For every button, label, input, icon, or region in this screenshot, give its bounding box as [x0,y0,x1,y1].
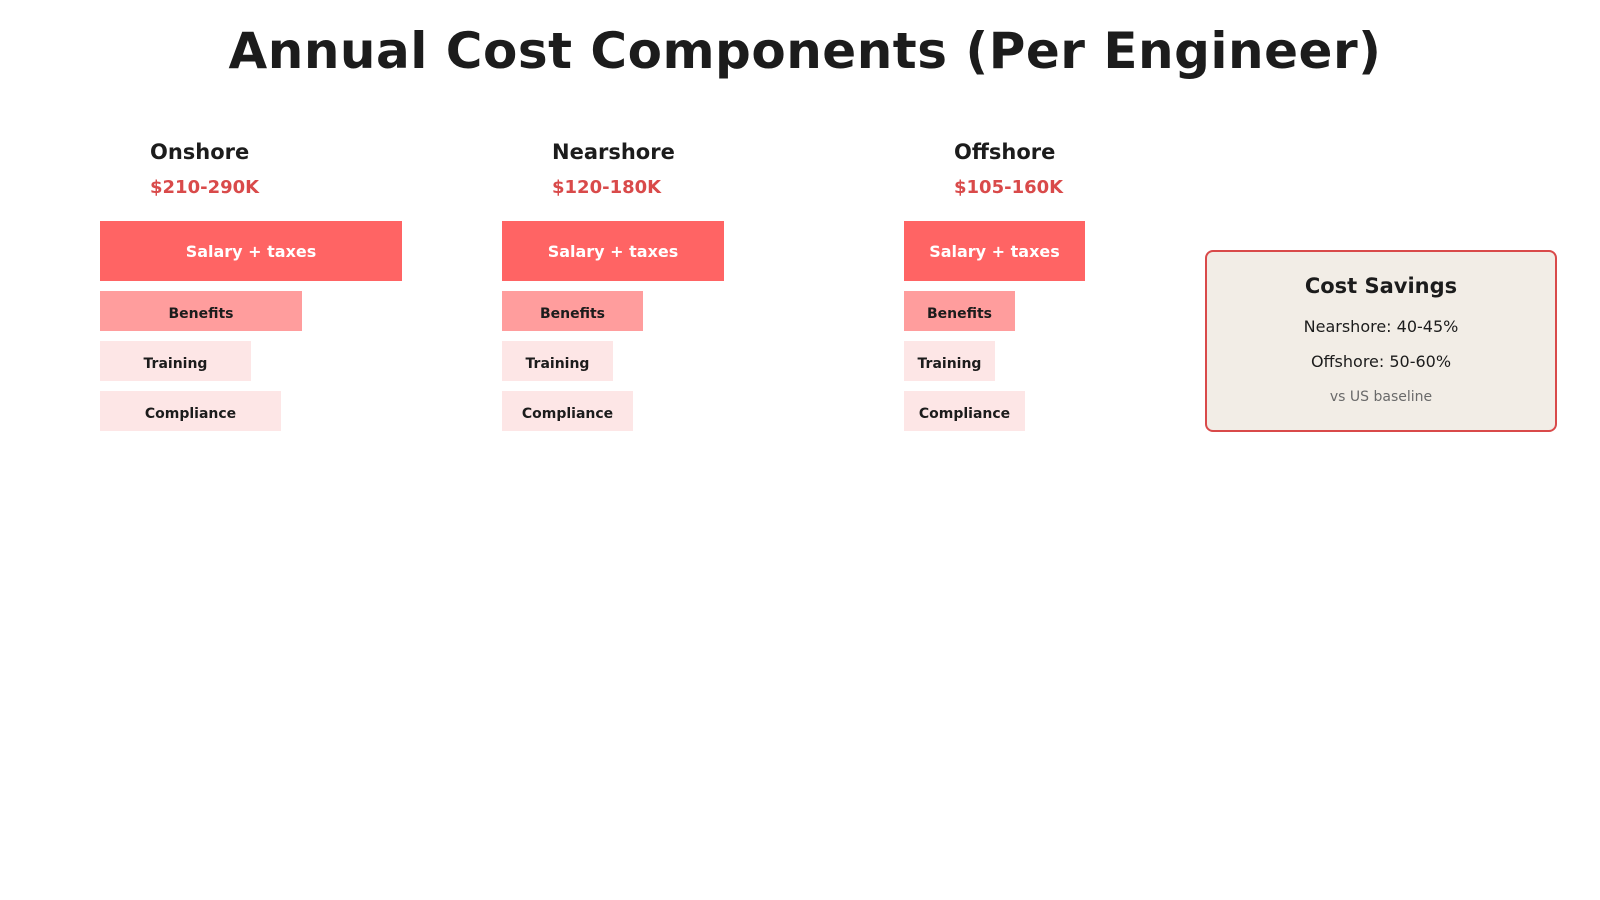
benefits-bar: Benefits [502,291,643,331]
cost-savings-title: Cost Savings [1304,274,1458,298]
compliance-bar: Compliance [904,391,1025,431]
nearshore-savings: Nearshore: 40-45% [1303,317,1459,336]
salary-taxes-bar: Salary + taxes [502,221,724,281]
salary-taxes-bar: Salary + taxes [100,221,402,281]
training-bar: Training [904,341,995,381]
savings-baseline-note: vs US baseline [1329,389,1433,405]
cost-savings-panel: Cost Savings Nearshore: 40-45% Offshore:… [1205,250,1557,432]
training-bar: Training [100,341,251,381]
training-bar: Training [502,341,613,381]
compliance-bar: Compliance [502,391,633,431]
salary-taxes-bar: Salary + taxes [904,221,1085,281]
offshore-savings: Offshore: 50-60% [1310,352,1452,371]
benefits-bar: Benefits [100,291,302,331]
column-cost: $120-180K [552,177,662,198]
column-name: Nearshore [552,140,675,164]
diagram-title: Annual Cost Components (Per Engineer) [228,22,1382,80]
column-cost: $210-290K [150,177,260,198]
column-name: Onshore [150,140,250,164]
benefits-bar: Benefits [904,291,1015,331]
column-cost: $105-160K [954,177,1064,198]
column-name: Offshore [954,140,1056,164]
compliance-bar: Compliance [100,391,281,431]
